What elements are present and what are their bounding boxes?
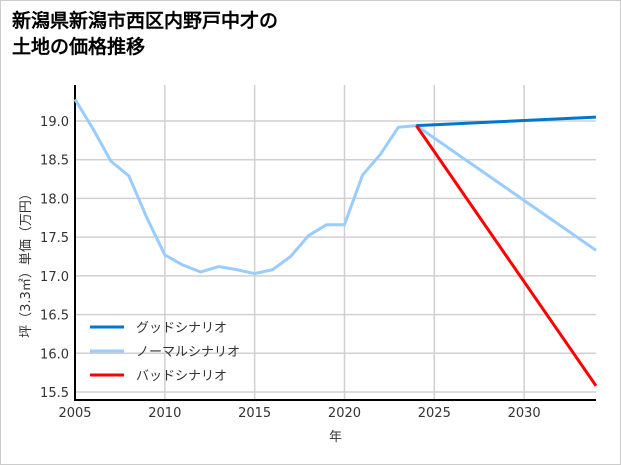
y-tick-label: 17.5 <box>40 231 69 246</box>
y-tick-label: 16.5 <box>40 309 69 324</box>
x-tick-label: 2005 <box>58 406 91 421</box>
x-tick-label: 2015 <box>238 406 271 421</box>
y-tick-label: 16.0 <box>40 347 69 362</box>
y-tick-label: 17.0 <box>40 270 69 285</box>
legend-label: バッドシナリオ <box>136 369 227 384</box>
y-axis-label: 坪（3.3㎡）単価（万円） <box>18 187 34 338</box>
x-axis-label: 年 <box>329 430 342 445</box>
legend-label: ノーマルシナリオ <box>136 345 240 360</box>
y-tick-label: 15.5 <box>40 386 69 401</box>
y-tick-label: 19.0 <box>40 115 69 130</box>
x-tick-label: 2025 <box>418 406 451 421</box>
legend-label: グッドシナリオ <box>136 321 227 336</box>
y-tick-label: 18.5 <box>40 154 69 169</box>
series-line-1 <box>73 98 597 276</box>
x-tick-label: 2020 <box>328 406 361 421</box>
x-tick-label: 2010 <box>148 406 181 421</box>
series-line-2 <box>415 124 598 387</box>
chart-title: 新潟県新潟市西区内野戸中才の 土地の価格推移 <box>12 8 278 60</box>
chart-title-line-2: 土地の価格推移 <box>12 36 146 58</box>
y-tick-label: 18.0 <box>40 192 69 207</box>
x-tick-label: 2030 <box>508 406 541 421</box>
series-line-0 <box>416 115 597 128</box>
chart-title-line-1: 新潟県新潟市西区内野戸中才の <box>12 10 279 32</box>
